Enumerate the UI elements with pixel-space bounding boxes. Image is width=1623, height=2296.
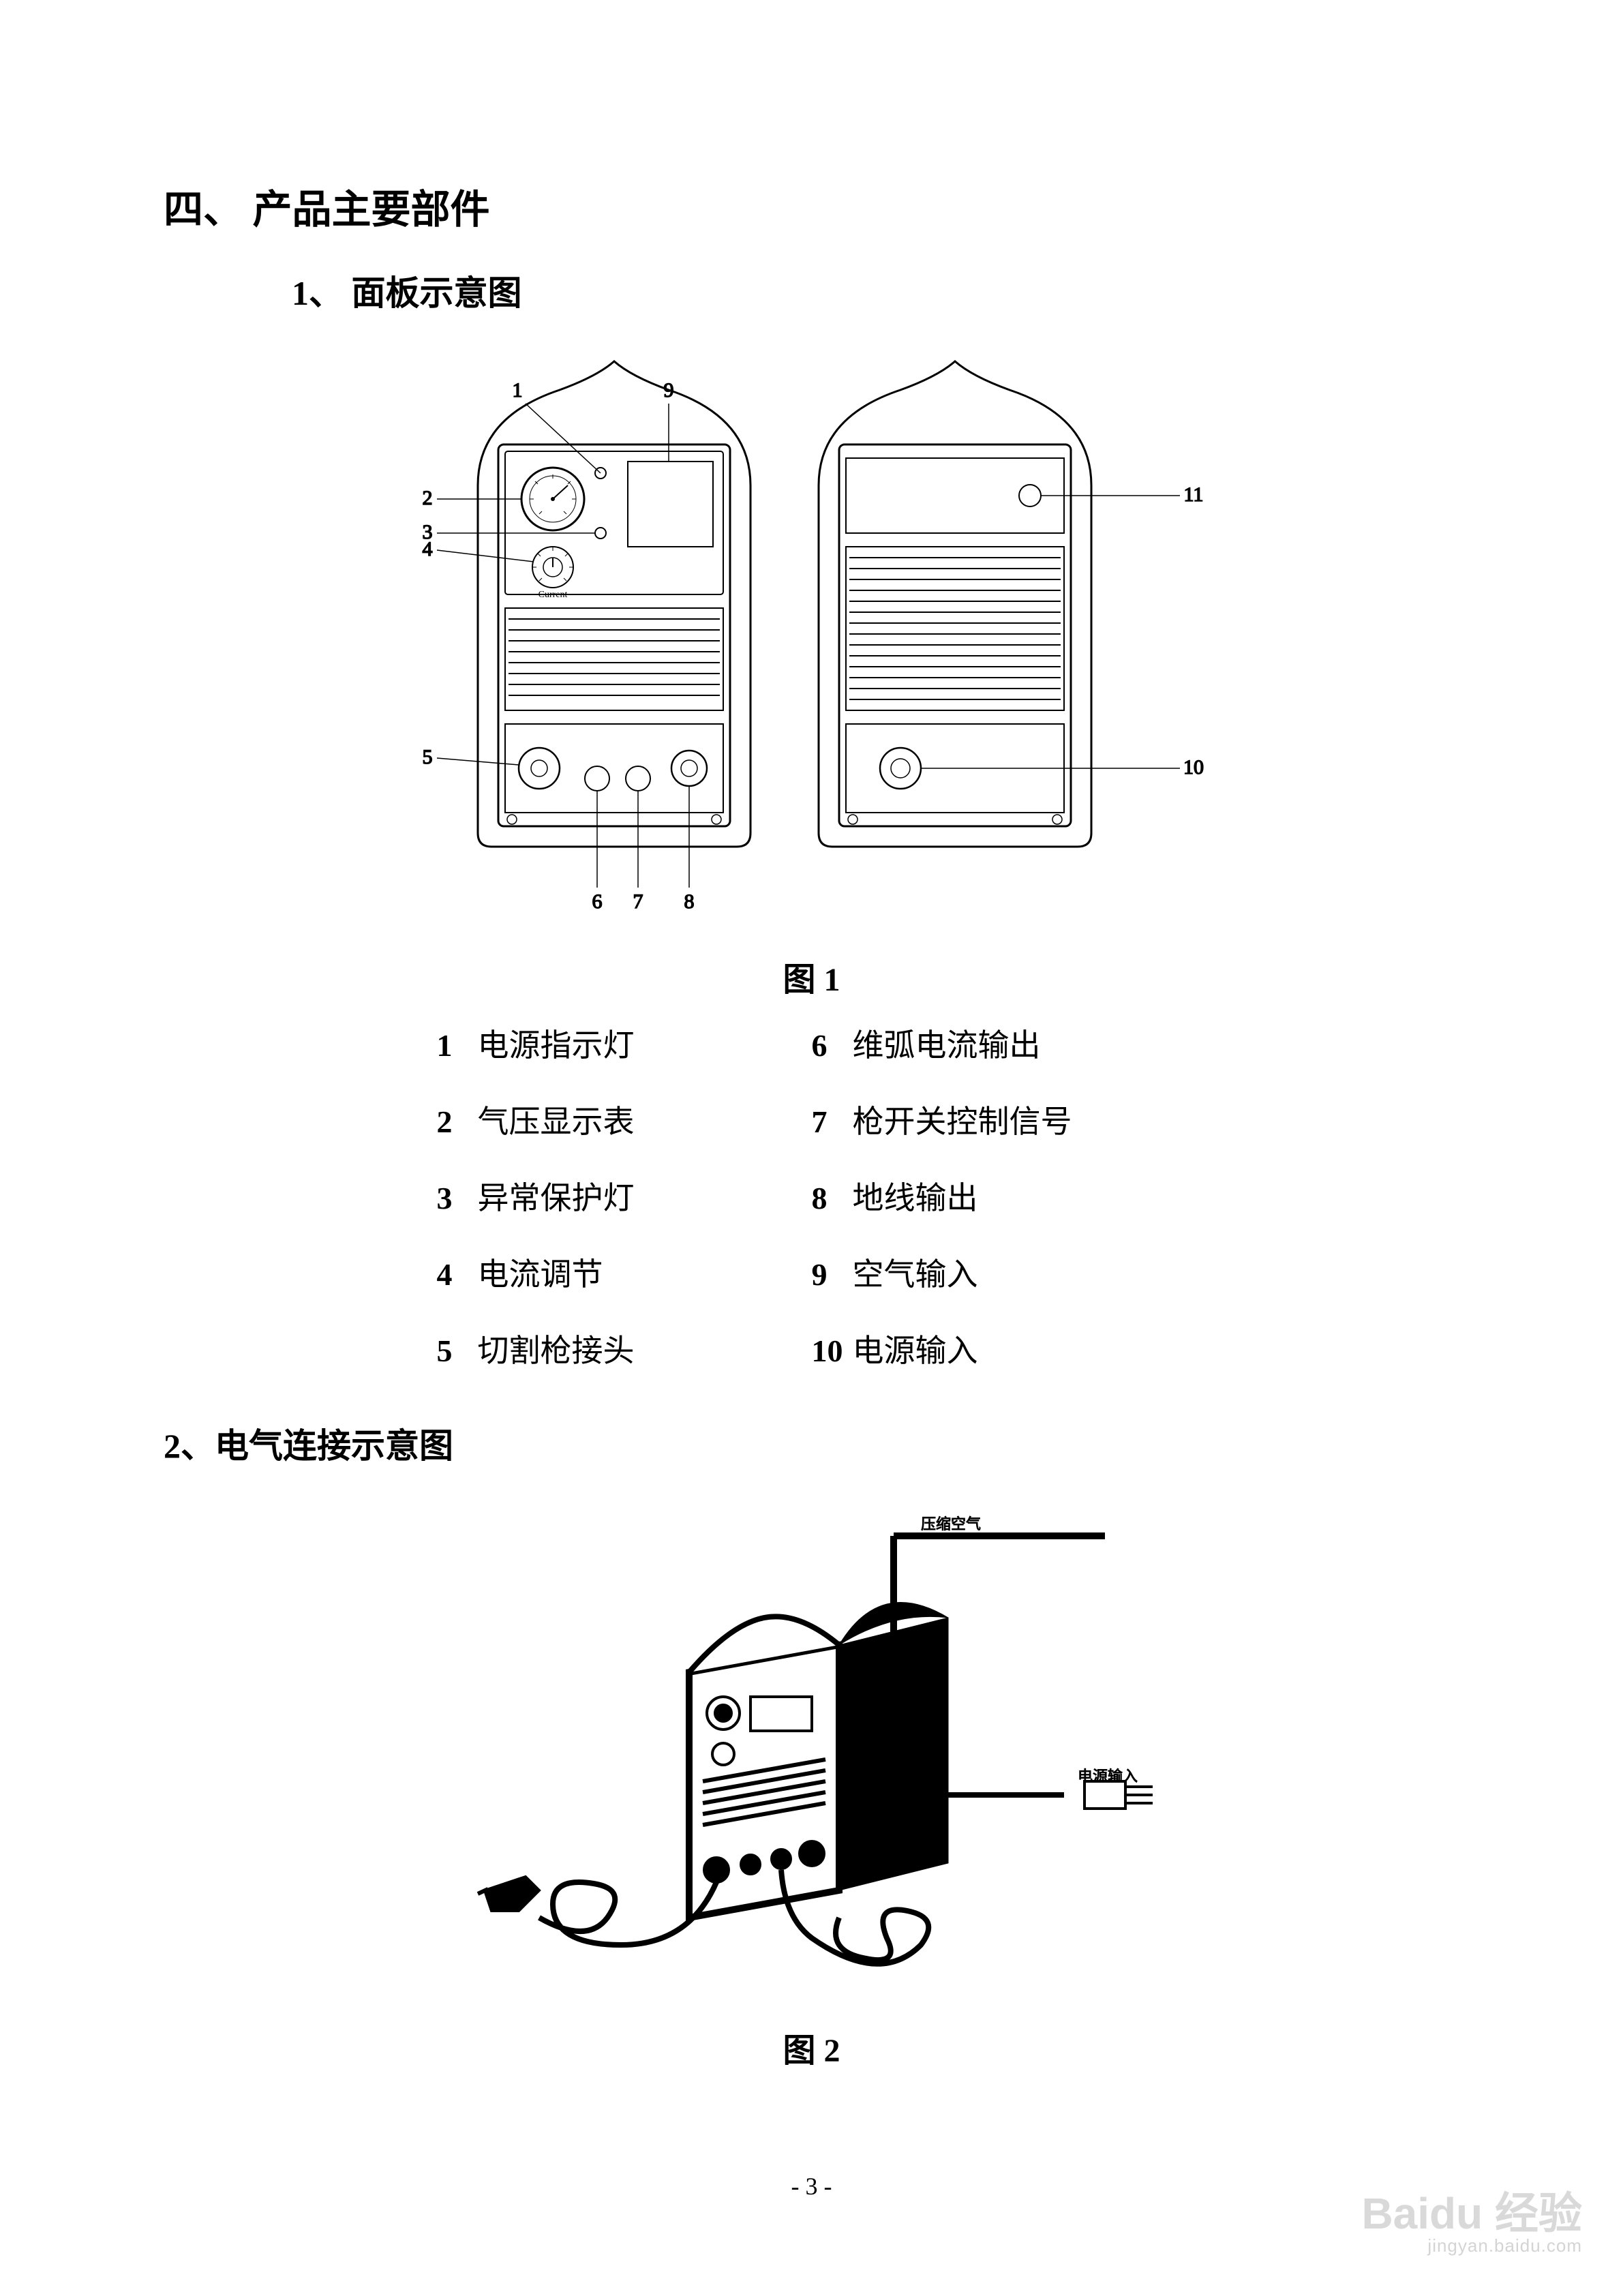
legend-text: 空气输入 [853,1250,978,1295]
legend-num: 1 [437,1027,478,1063]
current-knob: Current [532,547,573,600]
legend-num: 8 [812,1180,853,1216]
legend-row: 4电流调节 9空气输入 [437,1250,1187,1295]
subsection-2-heading: 2、电气连接示意图 [164,1419,1459,1468]
figure-2-svg: 压缩空气 电源输入 [403,1509,1221,1999]
legend-text: 电源指示灯 [478,1021,635,1066]
callout-8: 8 [684,890,694,913]
legend-text: 切割枪接头 [478,1326,635,1371]
legend-row: 2气压显示表 7枪开关控制信号 [437,1097,1187,1142]
figure-1-caption: 图 1 [164,952,1459,1000]
callout-4: 4 [422,538,432,560]
legend-num: 10 [812,1333,853,1369]
legend-num: 7 [812,1104,853,1140]
legend-text: 枪开关控制信号 [853,1097,1072,1142]
legend-num: 4 [437,1256,478,1293]
legend-num: 5 [437,1333,478,1369]
page-root: 四、 产品主要部件 1、 面板示意图 [0,0,1623,2296]
rear-unit [819,361,1091,847]
legend-text: 电源输入 [853,1326,978,1371]
legend-text: 异常保护灯 [478,1173,635,1218]
callout-6: 6 [592,890,602,913]
current-label: Current [538,590,567,600]
figure-2: 压缩空气 电源输入 [403,1509,1221,2003]
callout-9: 9 [663,379,673,402]
watermark: Baidu 经验 jingyan.baidu.com [1361,2191,1582,2255]
subsection-1-heading: 1、 面板示意图 [292,266,1459,315]
callout-2: 2 [422,487,432,509]
callout-10: 10 [1183,756,1204,779]
watermark-sub: jingyan.baidu.com [1361,2237,1582,2255]
figure-1-legend: 1电源指示灯 6维弧电流输出 2气压显示表 7枪开关控制信号 3异常保护灯 8地… [437,1021,1187,1371]
legend-row: 1电源指示灯 6维弧电流输出 [437,1021,1187,1066]
front-unit: Current [478,361,750,847]
watermark-main: Baidu 经验 [1361,2189,1582,2238]
figure-2-caption: 图 2 [164,2023,1459,2071]
figure-1: Current [396,342,1228,932]
callout-1: 1 [512,379,522,402]
callout-5: 5 [422,746,432,768]
legend-text: 气压显示表 [478,1097,635,1142]
legend-num: 2 [437,1104,478,1140]
legend-text: 电流调节 [478,1250,603,1295]
section-heading: 四、 产品主要部件 [164,177,1459,235]
legend-row: 3异常保护灯 8地线输出 [437,1173,1187,1218]
fig2-label-air: 压缩空气 [921,1515,981,1532]
figure-1-svg: Current [396,342,1228,928]
legend-text: 维弧电流输出 [853,1021,1041,1066]
legend-text: 地线输出 [853,1173,978,1218]
legend-row: 5切割枪接头 10电源输入 [437,1326,1187,1371]
callout-7: 7 [633,890,643,913]
legend-num: 6 [812,1027,853,1063]
legend-num: 9 [812,1256,853,1293]
legend-num: 3 [437,1180,478,1216]
callout-11: 11 [1183,483,1203,506]
